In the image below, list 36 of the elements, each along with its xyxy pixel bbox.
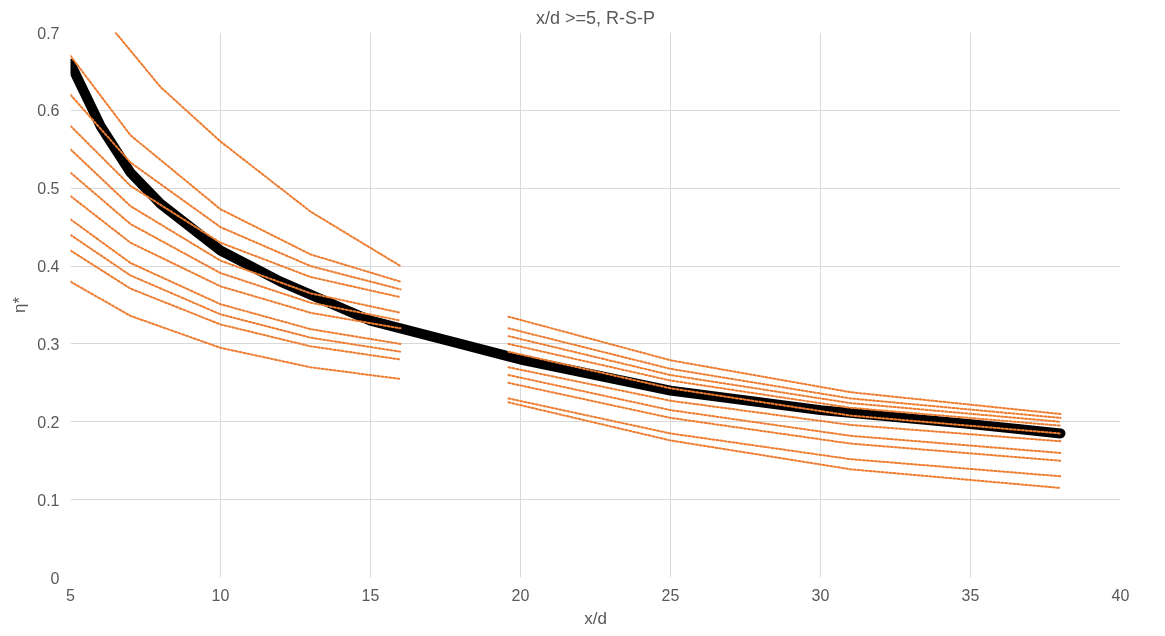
x-tick-label: 30 — [811, 586, 830, 604]
x-tick-label: 40 — [1111, 586, 1130, 604]
line-series — [70, 195, 402, 330]
line-series — [70, 249, 402, 361]
y-tick-label: 0.1 — [37, 491, 60, 509]
line-series — [114, 32, 402, 268]
line-series — [70, 148, 402, 314]
y-tick-label: 0.4 — [37, 258, 60, 276]
x-tick-label: 5 — [66, 586, 76, 604]
line-series — [507, 350, 1062, 435]
line-series — [70, 233, 402, 353]
x-tick-label: 20 — [511, 586, 530, 604]
y-tick-label: 0 — [50, 569, 60, 587]
line-series — [507, 401, 1062, 489]
x-tick-label: 15 — [361, 586, 380, 604]
chart-title: x/d >=5, R-S-P — [535, 7, 656, 28]
line-series — [70, 124, 402, 299]
y-tick-label: 0.7 — [37, 24, 60, 42]
x-tick-label: 25 — [661, 586, 680, 604]
x-tick-label: 35 — [961, 586, 980, 604]
x-tick-label: 10 — [211, 586, 230, 604]
line-series — [70, 218, 402, 345]
y-tick-label: 0.3 — [37, 335, 60, 353]
line-series — [70, 280, 402, 380]
line-series — [70, 171, 402, 322]
line-series — [507, 366, 1062, 443]
x-axis-title: x/d — [584, 608, 607, 628]
line-series — [507, 315, 1062, 415]
line-series — [70, 54, 402, 283]
y-tick-label: 0.2 — [37, 413, 60, 431]
y-tick-label: 0.5 — [37, 180, 60, 198]
line-series — [70, 93, 402, 291]
line-series — [507, 381, 1062, 462]
line-series — [507, 374, 1062, 454]
y-axis-title: η* — [10, 296, 30, 314]
y-tick-label: 0.6 — [37, 102, 60, 120]
